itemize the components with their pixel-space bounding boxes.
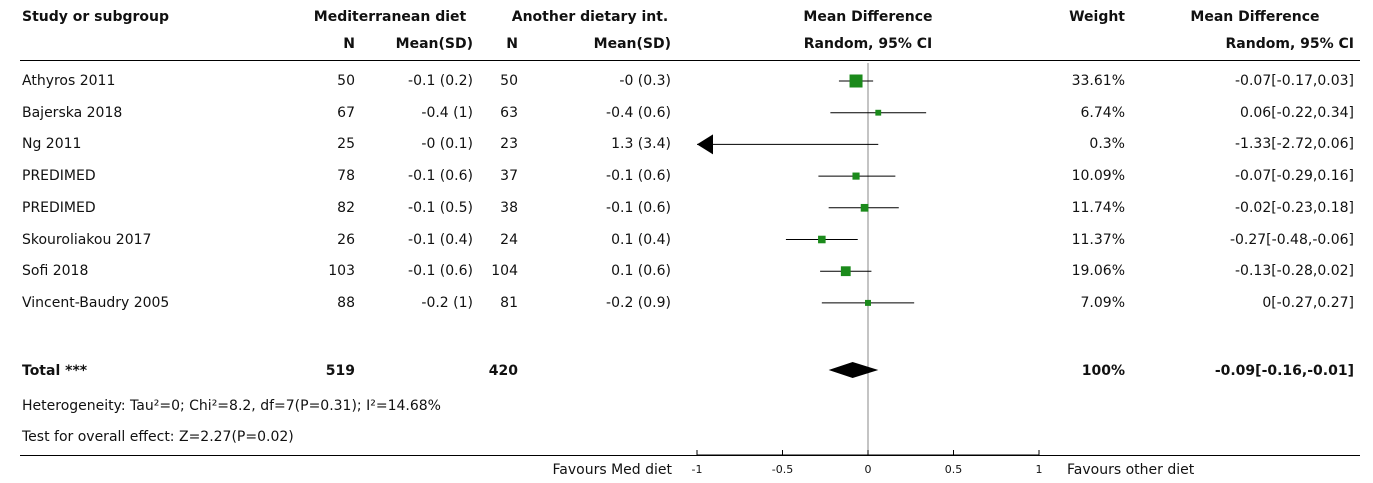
study-n2: 24: [500, 231, 518, 248]
study-n2: 37: [500, 168, 518, 185]
study-mean1: -0.4 (1): [421, 104, 473, 121]
study-n1: 78: [337, 168, 355, 185]
study-n2: 81: [500, 294, 518, 311]
study-weight: 33.61%: [1071, 73, 1125, 89]
study-mean2: 0.1 (0.4): [611, 231, 671, 248]
total-weight: 100%: [1081, 363, 1125, 379]
study-weight: 11.74%: [1071, 199, 1125, 216]
study-weight: 10.09%: [1071, 168, 1125, 185]
study-n2: 63: [500, 104, 518, 121]
study-mean2: 1.3 (3.4): [611, 136, 671, 153]
header-group1: Mediterranean diet: [313, 9, 467, 25]
study-n1: 103: [328, 263, 355, 280]
header-method: Random, 95% CI: [803, 36, 933, 52]
study-n1: 25: [337, 136, 355, 153]
x-tick-label: -1: [692, 463, 703, 476]
study-weight: 0.3%: [1089, 136, 1125, 153]
study-square: [860, 203, 869, 212]
study-ci: 0.06[-0.22,0.34]: [1240, 104, 1354, 121]
study-mean2: -0.1 (0.6): [606, 199, 671, 216]
study-weight: 7.09%: [1080, 294, 1125, 311]
study-n2: 38: [500, 199, 518, 216]
overall-effect-text: Test for overall effect: Z=2.27(P=0.02): [22, 429, 294, 445]
heterogeneity-text: Heterogeneity: Tau²=0; Chi²=8.2, df=7(P=…: [22, 398, 441, 414]
study-mean1: -0.2 (1): [421, 294, 473, 311]
total-ci: -0.09[-0.16,-0.01]: [1214, 363, 1354, 379]
study-name: PREDIMED: [22, 168, 96, 185]
study-n1: 50: [337, 73, 355, 89]
study-name: Ng 2011: [22, 136, 82, 153]
study-n2: 23: [500, 136, 518, 153]
study-weight: 11.37%: [1071, 231, 1125, 248]
study-n2: 50: [500, 73, 518, 89]
total-n2: 420: [488, 363, 518, 379]
study-n1: 26: [337, 231, 355, 248]
x-tick-label: -0.5: [772, 463, 793, 476]
study-name: Bajerska 2018: [22, 104, 123, 121]
study-name: Athyros 2011: [22, 73, 116, 89]
study-square: [852, 172, 860, 180]
header-md2: Mean Difference: [1190, 9, 1320, 25]
study-mean2: -0.4 (0.6): [606, 104, 671, 121]
x-tick-label: 1: [1036, 463, 1043, 476]
study-ci: -1.33[-2.72,0.06]: [1235, 136, 1354, 153]
study-ci: -0.02[-0.23,0.18]: [1235, 199, 1354, 216]
study-mean1: -0.1 (0.4): [408, 231, 473, 248]
study-n2: 104: [491, 263, 518, 280]
study-square: [818, 235, 826, 244]
x-tick-label: 0: [865, 463, 872, 476]
study-weight: 6.74%: [1080, 104, 1125, 121]
study-name: Vincent-Baudry 2005: [22, 294, 170, 311]
study-name: Sofi 2018: [22, 263, 89, 280]
study-mean1: -0.1 (0.5): [408, 199, 473, 216]
study-mean1: -0.1 (0.2): [408, 73, 473, 89]
header-mean1: Mean(SD): [395, 36, 473, 52]
study-name: Skouroliakou 2017: [22, 231, 152, 248]
favours-left-label: Favours Med diet: [552, 462, 672, 478]
study-mean1: -0 (0.1): [421, 136, 473, 153]
header-n1: N: [343, 36, 355, 52]
header-method2: Random, 95% CI: [1225, 36, 1354, 52]
x-tick-label: 0.5: [945, 463, 963, 476]
pooled-diamond: [828, 362, 879, 378]
study-ci: -0.07[-0.29,0.16]: [1235, 168, 1354, 185]
header-mean2: Mean(SD): [593, 36, 671, 52]
study-mean2: 0.1 (0.6): [611, 263, 671, 280]
study-ci: -0.27[-0.48,-0.06]: [1229, 231, 1354, 248]
study-ci: -0.13[-0.28,0.02]: [1235, 263, 1354, 280]
study-ci: 0[-0.27,0.27]: [1262, 294, 1354, 311]
footer-divider: [20, 455, 1360, 456]
study-ci: -0.07[-0.17,0.03]: [1235, 73, 1354, 89]
study-n1: 82: [337, 199, 355, 216]
study-mean2: -0.1 (0.6): [606, 168, 671, 185]
study-square: [875, 109, 882, 116]
study-n1: 67: [337, 104, 355, 121]
study-square: [840, 266, 851, 277]
study-mean2: -0 (0.3): [619, 73, 671, 89]
total-label: Total ***: [22, 363, 88, 379]
favours-right-label: Favours other diet: [1067, 462, 1195, 478]
header-md: Mean Difference: [803, 9, 933, 25]
study-square: [849, 74, 863, 88]
study-mean2: -0.2 (0.9): [606, 294, 671, 311]
study-n1: 88: [337, 294, 355, 311]
header-divider: [20, 60, 1360, 61]
offscale-arrow: [697, 134, 713, 155]
header-weight: Weight: [1069, 9, 1125, 25]
header-n2: N: [506, 36, 518, 52]
header-study: Study or subgroup: [22, 9, 170, 25]
study-mean1: -0.1 (0.6): [408, 168, 473, 185]
total-n1: 519: [325, 363, 355, 379]
study-mean1: -0.1 (0.6): [408, 263, 473, 280]
study-weight: 19.06%: [1071, 263, 1125, 280]
study-square: [865, 299, 871, 306]
study-name: PREDIMED: [22, 199, 96, 216]
header-group2: Another dietary int.: [511, 9, 669, 25]
